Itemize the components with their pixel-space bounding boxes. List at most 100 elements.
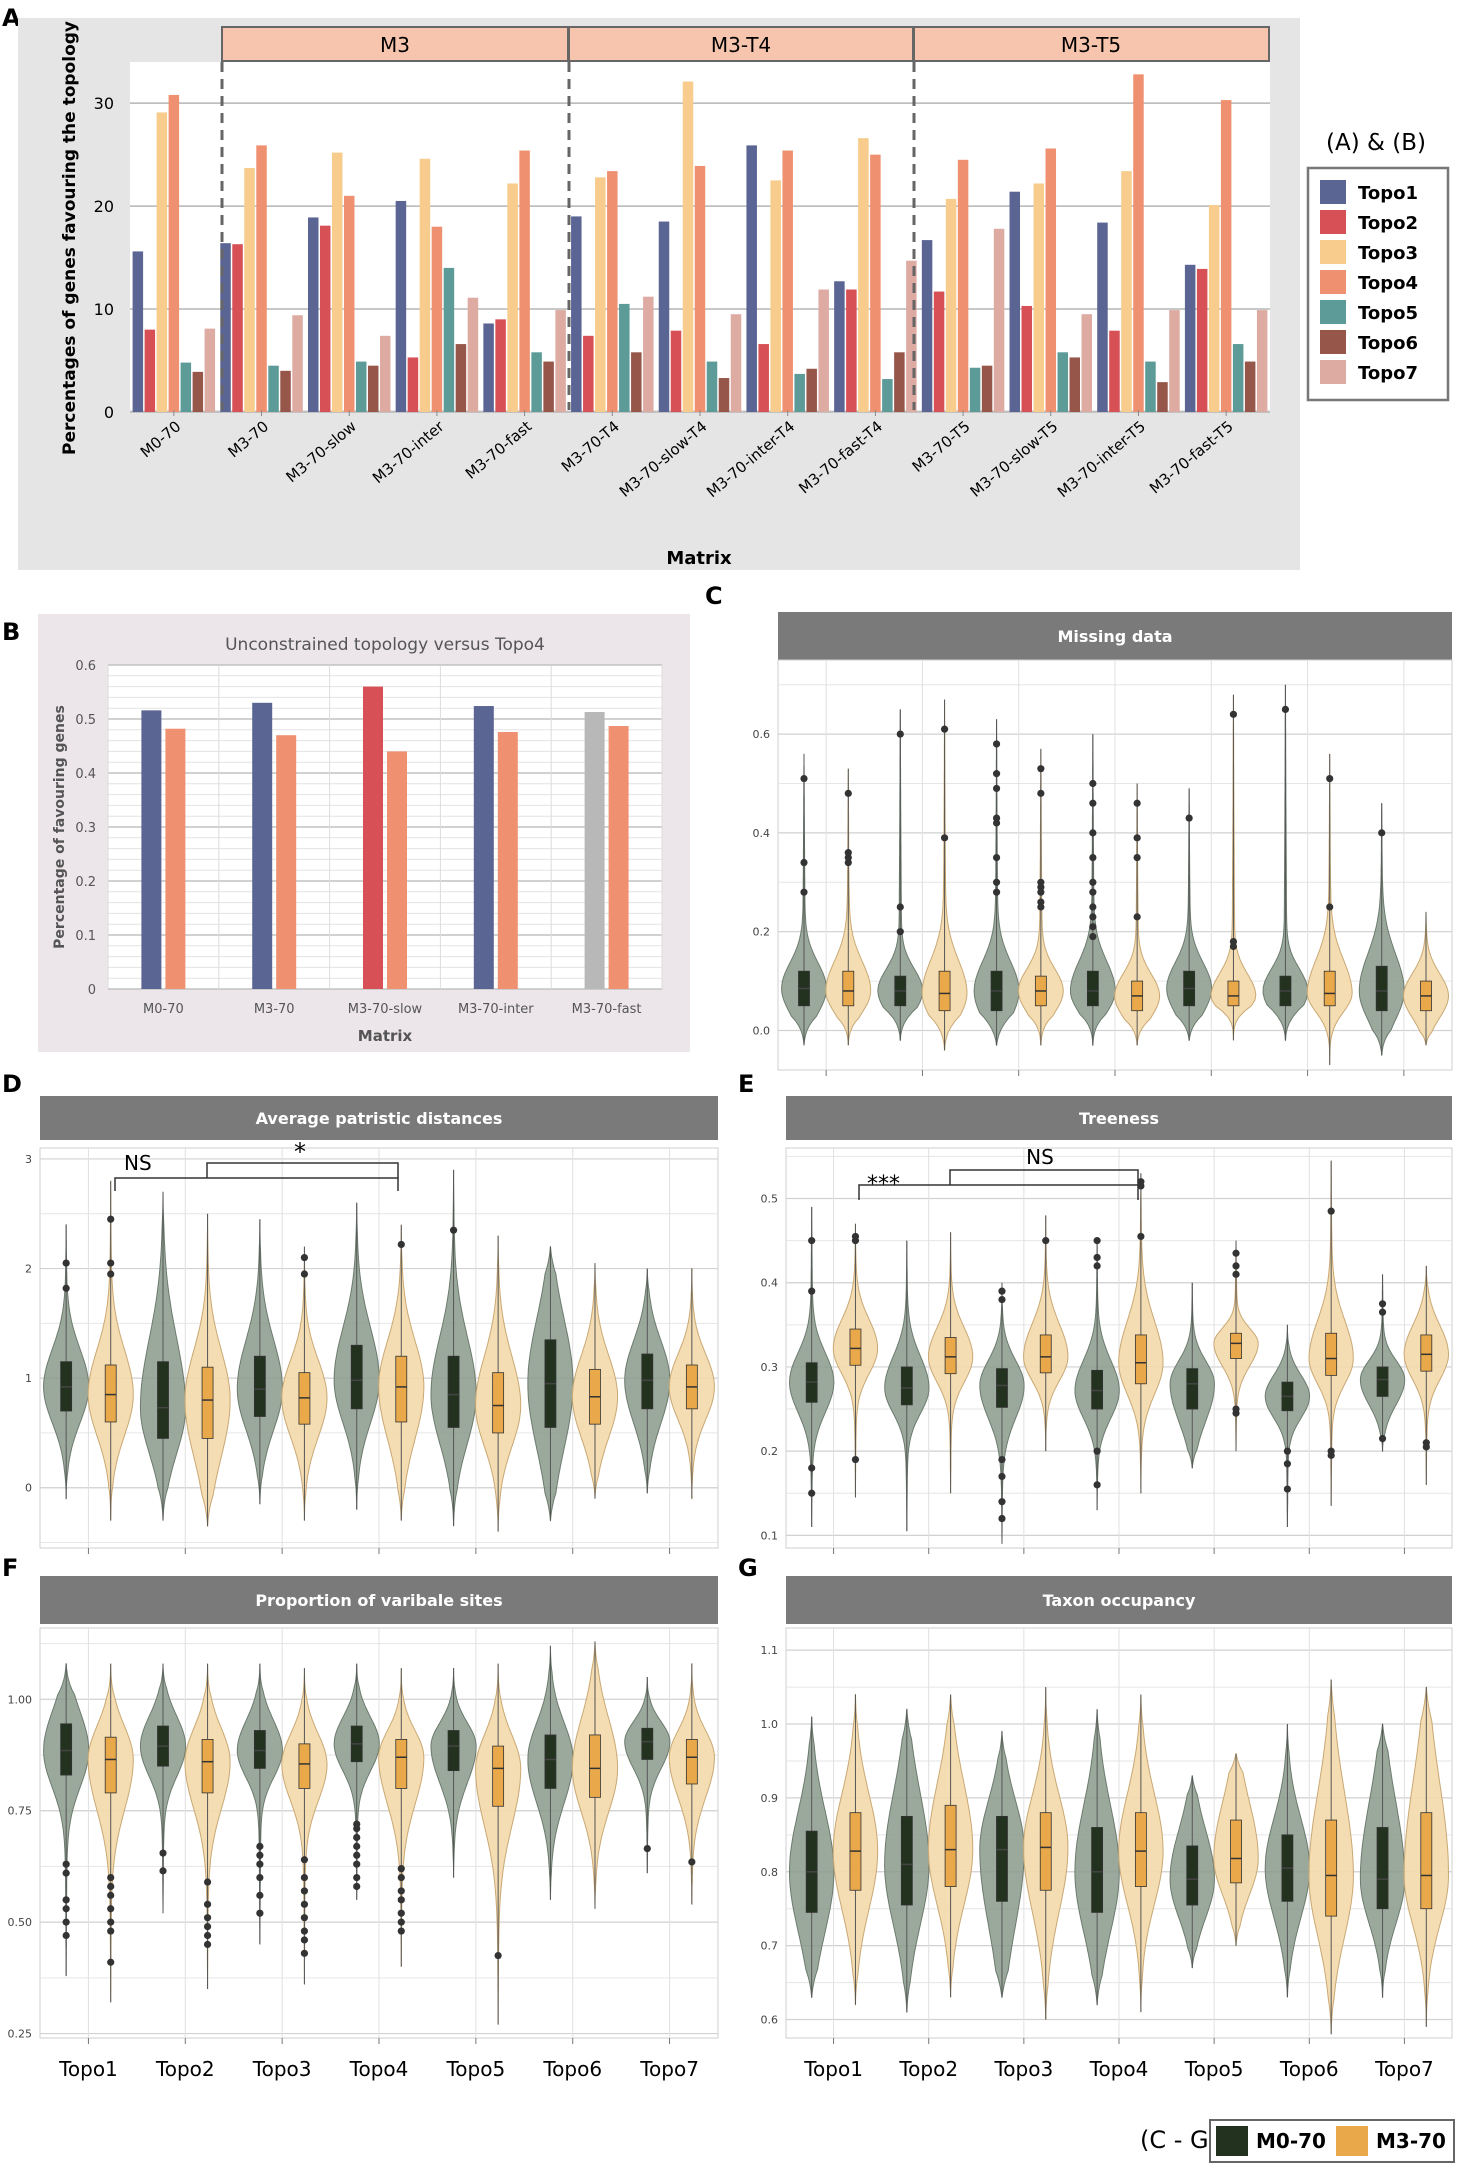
bar-a-topo4 — [870, 154, 881, 412]
box-d-m0-70 — [350, 1344, 363, 1410]
bar-a-topo3 — [507, 183, 518, 412]
box-c-m0-70 — [1375, 965, 1388, 1012]
bar-a-topo4 — [431, 226, 443, 412]
outlier-point-c — [1185, 814, 1193, 822]
outlier-point-c — [1089, 933, 1097, 941]
box-g-m3-70 — [1039, 1812, 1052, 1891]
outlier-point-f — [256, 1860, 264, 1868]
legend-cg-box — [1209, 2119, 1455, 2163]
bar-a-topo2 — [846, 289, 857, 412]
box-f-m3-70 — [298, 1743, 311, 1789]
box-e-m3-70 — [849, 1328, 862, 1366]
strip-title-g: Taxon occupancy — [1043, 1591, 1196, 1610]
y-tick-label-c: 0.6 — [753, 728, 771, 741]
outlier-point-f — [397, 1896, 405, 1904]
outlier-point-e — [1232, 1249, 1240, 1257]
box-f-m0-70 — [641, 1727, 654, 1760]
box-g-m3-70 — [1325, 1819, 1338, 1917]
bar-a-topo1 — [1097, 222, 1108, 412]
outlier-point-c — [992, 784, 1001, 793]
outlier-point-c — [1089, 799, 1097, 807]
outlier-point-e — [1093, 1262, 1101, 1270]
outlier-point-f — [353, 1882, 361, 1891]
bar-a-topo6 — [192, 371, 204, 412]
outlier-point-e — [1378, 1308, 1387, 1316]
y-tick-label-e: 0.2 — [761, 1445, 779, 1458]
bar-a-topo6 — [981, 365, 993, 412]
bar-a-topo6 — [1244, 361, 1256, 412]
outlier-point-f — [353, 1873, 361, 1882]
legend-cg-label-m3: M3-70 — [1376, 2129, 1446, 2153]
legend-a-label: Topo6 — [1358, 333, 1418, 354]
box-f-m0-70 — [447, 1730, 460, 1772]
box-c-m3-70 — [842, 970, 855, 1007]
outlier-point-d — [62, 1259, 70, 1267]
outlier-point-e — [1137, 1182, 1145, 1190]
outlier-point-f — [203, 1900, 212, 1908]
box-f-m3-70 — [104, 1736, 117, 1794]
x-tick-label-b: M0-70 — [143, 1002, 184, 1017]
y-tick-label-c: 0.4 — [753, 827, 771, 840]
outlier-point-f — [353, 1833, 361, 1842]
box-e-m3-70 — [1230, 1332, 1242, 1359]
outlier-point-e — [1042, 1237, 1050, 1245]
x-category-label: Topo4 — [1089, 2057, 1149, 2081]
outlier-point-e — [998, 1455, 1006, 1464]
outlier-point-f — [62, 1860, 70, 1868]
outlier-point-f — [688, 1858, 696, 1866]
legend-a-label: Topo7 — [1358, 363, 1418, 384]
box-d-m3-70 — [104, 1364, 117, 1423]
outlier-point-f — [256, 1909, 264, 1917]
bar-a-topo1 — [571, 216, 582, 412]
x-category-label: Topo5 — [1184, 2057, 1244, 2081]
y-tick-label-a: 10 — [94, 300, 114, 319]
outlier-point-c — [1037, 765, 1045, 773]
outlier-point-f — [62, 1918, 70, 1926]
outlier-point-e — [998, 1295, 1006, 1304]
strip-title-f: Proportion of varibale sites — [255, 1591, 502, 1610]
outlier-point-f — [203, 1878, 212, 1886]
bar-a-topo3 — [244, 168, 255, 412]
outlier-point-f — [203, 1940, 212, 1949]
bar-a-topo4 — [694, 165, 706, 412]
bar-a-topo5 — [1232, 344, 1244, 412]
bar-a-topo3 — [595, 177, 606, 412]
bar-a-topo6 — [806, 368, 817, 412]
outlier-point-c — [1037, 888, 1045, 896]
panel-letter-d: D — [2, 1070, 22, 1098]
y-tick-label-a: 0 — [104, 403, 114, 422]
bar-a-topo3 — [858, 138, 869, 413]
bar-a-topo2 — [583, 335, 594, 412]
bar-a-topo5 — [180, 362, 192, 412]
box-d-m0-70 — [157, 1361, 169, 1439]
outlier-point-f — [256, 1851, 264, 1859]
bar-a-topo6 — [718, 378, 730, 412]
legend-a-label: Topo4 — [1358, 273, 1418, 294]
bar-a-topo6 — [631, 352, 642, 412]
outlier-point-c — [1089, 888, 1097, 896]
x-category-label: Topo2 — [155, 2057, 215, 2081]
box-e-m0-70 — [996, 1368, 1008, 1408]
y-tick-label-d: 2 — [25, 1263, 32, 1276]
legend-a-swatch — [1320, 330, 1346, 354]
bar-a-topo2 — [1021, 305, 1033, 412]
bar-a-topo3 — [770, 180, 781, 412]
outlier-point-c — [1133, 913, 1141, 921]
outlier-point-e — [998, 1287, 1006, 1295]
y-tick-label-g: 1.1 — [761, 1644, 779, 1657]
outlier-point-d — [107, 1215, 115, 1223]
bar-a-topo2 — [495, 319, 506, 412]
x-category-label: Topo6 — [542, 2057, 602, 2081]
bar-a-topo4 — [168, 94, 180, 413]
outlier-point-c — [1089, 829, 1097, 837]
bar-b-unconstrained — [584, 711, 605, 989]
bar-a-topo1 — [658, 221, 670, 412]
legend-cg: (C - G) M0-70 M3-70 — [1140, 2119, 1455, 2163]
box-d-m0-70 — [253, 1355, 266, 1417]
y-tick-label-b: 0.6 — [75, 659, 96, 674]
outlier-point-f — [300, 1887, 309, 1895]
outlier-point-c — [992, 814, 1001, 822]
bar-a-topo3 — [156, 112, 168, 413]
